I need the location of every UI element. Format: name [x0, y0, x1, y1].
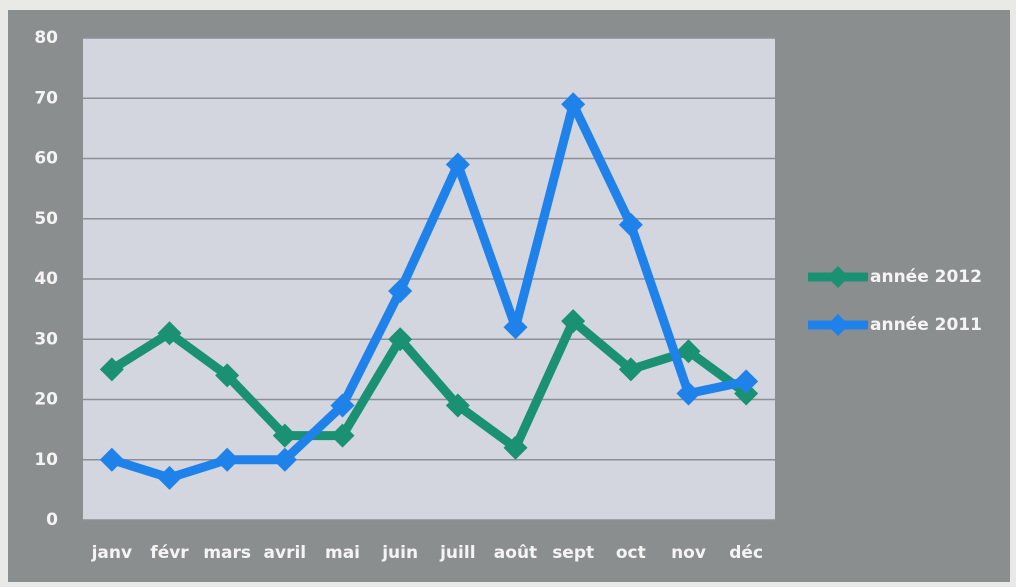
x-tick-label: sept [552, 543, 594, 563]
marker [676, 339, 701, 364]
marker [388, 279, 413, 304]
legend-label: année 2012 [870, 267, 982, 287]
marker [330, 423, 355, 448]
marker [618, 357, 643, 382]
marker [157, 321, 182, 346]
legend-marker [827, 314, 849, 336]
y-tick-label: 10 [34, 450, 58, 470]
marker [272, 423, 297, 448]
y-tick-label: 60 [34, 149, 58, 169]
x-tick-label: janv [91, 543, 132, 563]
marker [676, 381, 701, 406]
x-tick-label: oct [616, 543, 646, 563]
marker [388, 327, 413, 352]
marker [99, 357, 124, 382]
x-tick-label: juin [381, 543, 418, 563]
legend-label: année 2011 [870, 315, 982, 335]
marker [503, 435, 528, 460]
y-tick-label: 70 [34, 88, 58, 108]
legend-marker [827, 266, 849, 288]
x-tick-label: avril [264, 543, 307, 563]
marker [561, 309, 586, 334]
y-tick-label: 50 [34, 209, 58, 229]
marker [561, 92, 586, 117]
marker [99, 447, 124, 472]
marker [330, 393, 355, 418]
marker [215, 447, 240, 472]
x-tick-label: févr [150, 543, 189, 563]
marker [445, 152, 470, 177]
y-tick-label: 80 [34, 28, 58, 48]
marker [272, 447, 297, 472]
marker [734, 369, 759, 394]
x-tick-label: déc [729, 543, 763, 563]
x-tick-label: nov [671, 543, 706, 563]
series-line [110, 99, 748, 483]
marker [215, 363, 240, 388]
x-tick-label: juill [439, 543, 475, 563]
series-line [109, 316, 749, 453]
x-tick-label: août [494, 543, 537, 563]
marker [157, 465, 182, 490]
y-tick-label: 20 [34, 390, 58, 410]
y-tick-label: 30 [34, 329, 58, 349]
marker [445, 393, 470, 418]
marker [618, 212, 643, 237]
x-tick-label: mars [203, 543, 251, 563]
y-tick-label: 0 [46, 510, 58, 530]
marker [734, 381, 759, 406]
marker [503, 315, 528, 340]
x-tick-label: mai [325, 543, 360, 563]
y-tick-label: 40 [34, 269, 58, 289]
